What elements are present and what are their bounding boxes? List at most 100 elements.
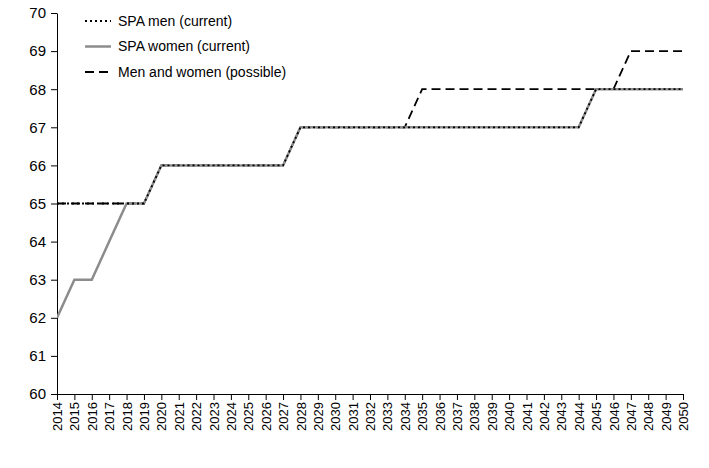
x-tick-mark [422,394,423,400]
x-tick-mark [300,394,301,400]
x-tick-label: 2031 [346,402,361,431]
x-tick-label: 2038 [467,402,482,431]
x-tick-label: 2048 [641,402,656,431]
x-tick-label: 2025 [241,402,256,431]
x-tick: 2048 [641,394,656,431]
x-tick-mark [231,394,232,400]
x-tick-label: 2034 [398,402,413,431]
x-tick: 2047 [624,394,639,431]
x-tick-mark [92,394,93,400]
x-tick-mark [405,394,406,400]
x-tick-label: 2019 [137,402,152,431]
x-tick-mark [74,394,75,400]
x-tick: 2015 [67,394,82,431]
x-tick-label: 2046 [606,402,621,431]
legend-entry: Men and women (possible) [85,64,286,80]
y-tick: 62 [29,309,57,326]
legend-swatch [85,71,111,73]
series-line [57,89,683,318]
y-axis: 6061626364656667686970 [29,4,57,402]
x-tick: 2049 [659,394,674,431]
y-tick-label: 67 [29,119,46,136]
x-tick-label: 2033 [380,402,395,431]
x-tick-mark [248,394,249,400]
y-tick-label: 68 [29,81,46,98]
x-tick-label: 2029 [311,402,326,431]
x-tick-label: 2023 [207,402,222,431]
y-tick: 70 [29,4,57,21]
x-tick: 2018 [120,394,135,431]
x-tick: 2030 [328,394,343,431]
x-tick: 2032 [363,394,378,431]
x-tick-label: 2037 [450,402,465,431]
x-tick-label: 2018 [120,402,135,431]
x-tick: 2019 [137,394,152,431]
x-tick: 2025 [241,394,256,431]
y-tick-mark [51,318,57,319]
y-tick-label: 64 [29,233,46,250]
x-tick-label: 2027 [276,402,291,431]
x-tick-label: 2026 [259,402,274,431]
x-tick: 2033 [380,394,395,431]
x-tick: 2039 [485,394,500,431]
plot: 2014201520162017201820192020202120222023… [29,4,691,431]
x-tick-mark [631,394,632,400]
x-tick: 2028 [293,394,308,431]
legend-label: SPA women (current) [118,38,250,54]
x-tick: 2038 [467,394,482,431]
x-tick-label: 2047 [624,402,639,431]
y-tick: 63 [29,271,57,288]
x-tick: 2020 [154,394,169,431]
x-tick-mark [283,394,284,400]
x-tick-mark [318,394,319,400]
x-tick-label: 2044 [572,402,587,431]
x-tick-label: 2021 [172,402,187,431]
x-tick: 2046 [606,394,621,431]
x-tick-mark [509,394,510,400]
x-tick: 2027 [276,394,291,431]
legend-swatch [85,20,111,22]
x-tick-label: 2015 [67,402,82,431]
x-tick-label: 2040 [502,402,517,431]
y-tick: 61 [29,347,57,364]
x-tick: 2042 [537,394,552,431]
y-tick-mark [51,280,57,281]
x-tick: 2031 [346,394,361,431]
series-line [57,89,683,203]
x-tick-mark [266,394,267,400]
x-tick: 2043 [554,394,569,431]
x-tick: 2037 [450,394,465,431]
x-tick-mark [370,394,371,400]
y-tick-mark [51,394,57,395]
y-tick-mark [51,356,57,357]
legend-swatch [85,45,111,48]
x-tick-label: 2043 [554,402,569,431]
x-tick-mark [161,394,162,400]
x-tick: 2036 [433,394,448,431]
x-tick-mark [613,394,614,400]
x-tick-label: 2039 [485,402,500,431]
y-tick-mark [51,242,57,243]
x-tick-mark [353,394,354,400]
legend-label: SPA men (current) [118,13,232,29]
x-tick-label: 2014 [50,402,65,431]
x-tick-mark [579,394,580,400]
legend-entry: SPA women (current) [85,38,250,54]
y-tick: 68 [29,81,57,98]
series-line [57,51,683,203]
x-tick: 2045 [589,394,604,431]
x-tick: 2041 [520,394,535,431]
y-tick-mark [51,165,57,166]
x-tick: 2050 [676,394,691,431]
x-tick: 2034 [398,394,413,431]
x-axis: 2014201520162017201820192020202120222023… [50,394,691,431]
x-tick-mark [474,394,475,400]
x-tick-label: 2022 [189,402,204,431]
x-tick-mark [561,394,562,400]
x-tick-label: 2049 [659,402,674,431]
x-tick: 2021 [172,394,187,431]
legend: SPA men (current) SPA women (current) Men … [85,13,286,80]
y-tick-label: 65 [29,195,46,212]
x-tick-label: 2028 [293,402,308,431]
y-tick: 65 [29,195,57,212]
